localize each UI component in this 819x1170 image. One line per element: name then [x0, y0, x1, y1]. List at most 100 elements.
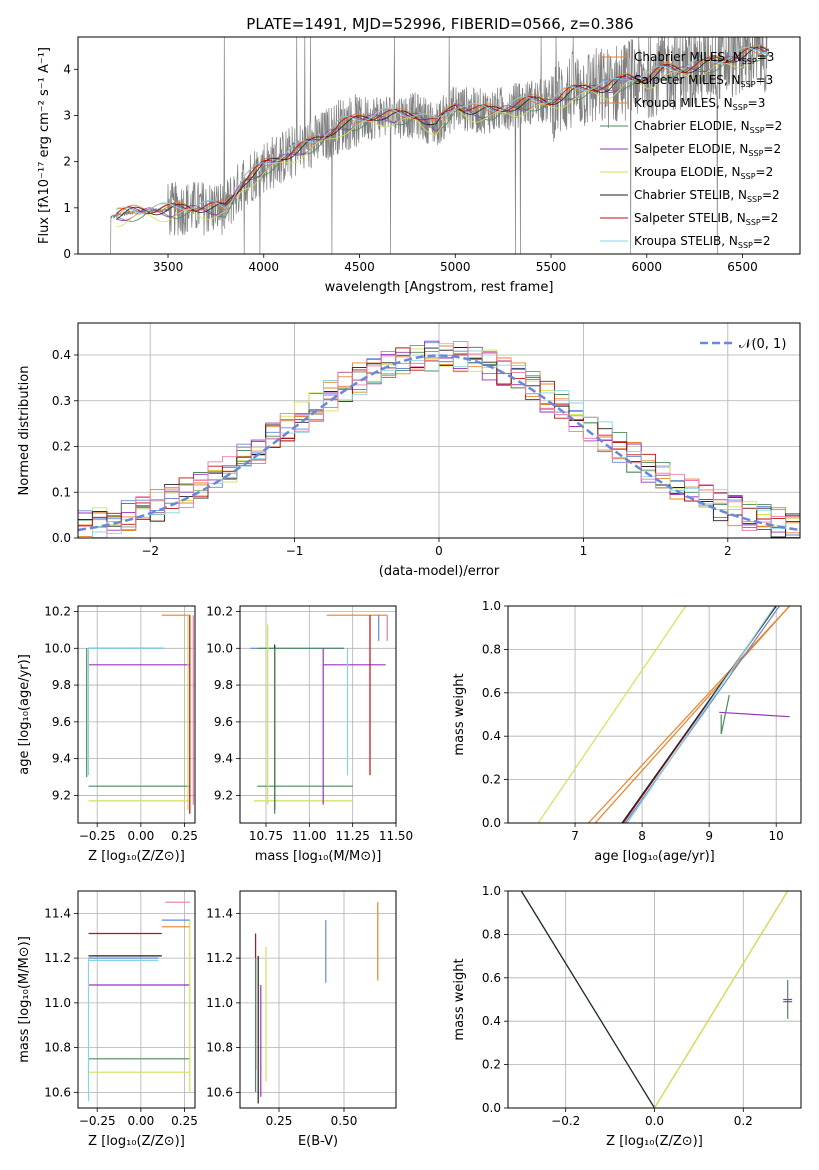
- panel-massweight_vs_Z: −0.2 0.0 0.2 0.0 0.2 0.4 0.6 0.8 1.0 Z [log₁₀(Z/Z…: [452, 884, 802, 1149]
- y-tick-label: 0.1: [52, 485, 71, 499]
- axes-frame: [507, 890, 802, 1109]
- model-line: [116, 46, 770, 220]
- x-tick-label: 10: [769, 829, 784, 843]
- x-axis-label: Z [log₁₀(Z/Z⊙)]: [88, 849, 185, 864]
- legend-label-subscript: SSP: [746, 218, 761, 227]
- legend-label-text: Chabrier STELIB, N: [634, 188, 747, 202]
- data-segment: [520, 891, 656, 1108]
- legend-label-text: Chabrier MILES, N: [634, 50, 742, 64]
- y-tick-label: 11.0: [206, 996, 233, 1010]
- x-axis-label: (data-model)/error: [379, 564, 500, 579]
- y-tick-label: 9.2: [214, 788, 233, 802]
- y-tick-label: 0.2: [482, 1058, 501, 1072]
- y-tick-label: 10.2: [206, 605, 233, 619]
- panels: 3500 4000 4500 5000 5500 6000 6500 0 1 2 3 4 wavelen…: [17, 36, 802, 1149]
- y-tick-label: 10.0: [44, 641, 71, 655]
- y-tick-label: 1: [63, 201, 71, 215]
- y-tick-label: 11.4: [44, 906, 71, 920]
- legend-label-subscript: SSP: [738, 241, 753, 250]
- x-tick-label: 11.00: [292, 829, 326, 843]
- y-axis-label: age [log₁₀(age/yr)]: [17, 654, 32, 775]
- y-tick-label: 10.2: [44, 605, 71, 619]
- axes-frame: [507, 605, 802, 824]
- legend-label-subscript: SSP: [747, 195, 762, 204]
- x-tick-label: 6500: [727, 260, 758, 274]
- legend-label-suffix: =2: [761, 211, 779, 225]
- legend-label-subscript: SSP: [741, 172, 756, 181]
- legend-label-suffix: =3: [748, 96, 766, 110]
- data-segment: [653, 891, 789, 1108]
- y-tick-label: 0.6: [482, 686, 501, 700]
- legend-label: Salpeter MILES, NSSP=3: [634, 73, 773, 89]
- y-tick-label: 0.8: [482, 927, 501, 941]
- panel-residuals: −2 −1 0 1 2 0.0 0.1 0.2 0.3 0.4 (data-model)/error…: [17, 322, 801, 579]
- y-axis-label: mass weight: [452, 958, 467, 1040]
- y-tick-label: 10.6: [206, 1085, 233, 1099]
- x-tick-label: 0.25: [171, 1114, 198, 1128]
- legend-label-text: Salpeter STELIB, N: [634, 211, 746, 225]
- y-tick-label: 0.0: [482, 816, 501, 830]
- y-axis-label: mass weight: [452, 673, 467, 755]
- axes-frame: [77, 890, 196, 1109]
- legend-label: Chabrier STELIB, NSSP=2: [634, 188, 780, 204]
- x-tick-label: 4500: [344, 260, 375, 274]
- y-tick-label: 9.8: [214, 678, 233, 692]
- y-tick-label: 9.4: [214, 752, 233, 766]
- legend-label: Salpeter STELIB, NSSP=2: [634, 211, 778, 227]
- y-tick-label: 9.2: [52, 788, 71, 802]
- y-tick-label: 9.6: [52, 715, 71, 729]
- y-tick-label: 0.3: [52, 394, 71, 408]
- x-tick-label: 0: [435, 544, 443, 558]
- model-line: [116, 47, 770, 214]
- axes-frame: [77, 36, 801, 255]
- legend-label: 𝒩(0, 1): [739, 337, 786, 352]
- x-tick-label: −0.25: [79, 829, 116, 843]
- y-tick-label: 2: [63, 155, 71, 169]
- y-tick-label: 0.4: [482, 729, 501, 743]
- x-tick-label: −0.25: [79, 1114, 116, 1128]
- x-axis-label: Z [log₁₀(Z/Z⊙)]: [88, 1134, 185, 1149]
- data-segment: [719, 711, 790, 718]
- figure-title: PLATE=1491, MJD=52996, FIBERID=0566, z=0…: [246, 15, 633, 33]
- legend-label-suffix: =2: [765, 119, 783, 133]
- x-tick-label: 0.50: [331, 1114, 358, 1128]
- model-line: [116, 52, 770, 228]
- legend-label-suffix: =2: [756, 165, 774, 179]
- x-axis-label: wavelength [Angstrom, rest frame]: [325, 280, 554, 295]
- x-tick-label: 0.25: [266, 1114, 293, 1128]
- plot-area: [87, 901, 191, 1102]
- y-tick-label: 10.8: [206, 1041, 233, 1055]
- legend-label: Chabrier MILES, NSSP=3: [634, 50, 774, 66]
- legend-label-text: Kroupa ELODIE, N: [634, 165, 741, 179]
- axes-frame: [239, 890, 397, 1109]
- y-tick-label: 10.0: [206, 641, 233, 655]
- x-tick-label: 5500: [536, 260, 567, 274]
- x-axis-label: Z [log₁₀(Z/Z⊙)]: [606, 1134, 703, 1149]
- plot-area: [255, 902, 379, 1104]
- y-tick-label: 11.2: [206, 951, 233, 965]
- legend-label: Kroupa MILES, NSSP=3: [634, 96, 765, 112]
- x-tick-label: −2: [141, 544, 159, 558]
- y-tick-label: 0.2: [52, 440, 71, 454]
- legend-label-text: Salpeter MILES, N: [634, 73, 741, 87]
- legend-label-subscript: SSP: [742, 57, 757, 66]
- legend-label: Chabrier ELODIE, NSSP=2: [634, 119, 782, 135]
- histogram-step: [78, 340, 800, 533]
- x-axis-label: mass [log₁₀(M/M⊙)]: [255, 849, 382, 864]
- axes-frame: [239, 605, 397, 824]
- y-tick-label: 11.2: [44, 951, 71, 965]
- legend: 𝒩(0, 1): [700, 337, 786, 352]
- y-tick-label: 10.6: [44, 1085, 71, 1099]
- x-tick-label: 0.2: [734, 1114, 753, 1128]
- x-tick-label: −1: [286, 544, 304, 558]
- legend-label-text: Kroupa STELIB, N: [634, 234, 738, 248]
- plot-area: [537, 606, 791, 823]
- panel-age_vs_Z: −0.25 0.00 0.25 9.2 9.4 9.6 9.8 10.0 10.2 Z [log₁…: [17, 605, 198, 864]
- y-tick-label: 3: [63, 108, 71, 122]
- x-tick-label: 1: [580, 544, 588, 558]
- x-tick-label: −0.2: [551, 1114, 580, 1128]
- y-tick-label: 0.8: [482, 642, 501, 656]
- x-tick-label: 4000: [248, 260, 279, 274]
- legend-label-suffix: =2: [763, 142, 781, 156]
